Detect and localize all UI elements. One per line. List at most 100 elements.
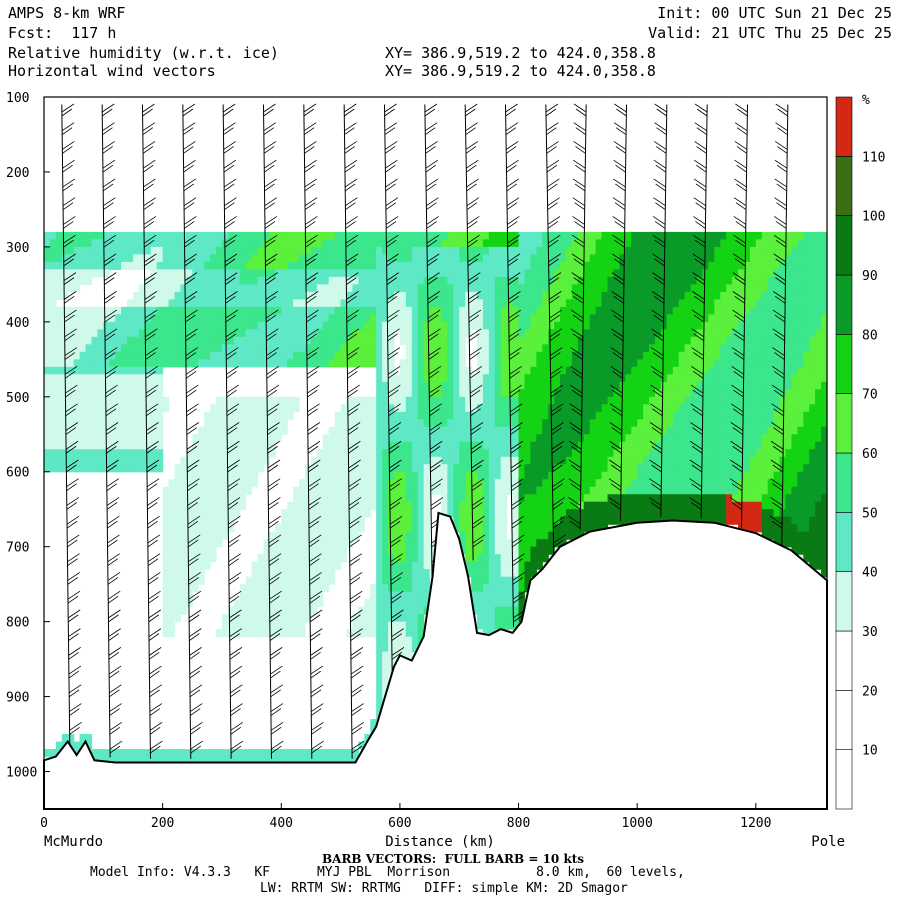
rh-cell (459, 404, 466, 413)
rh-cell (732, 314, 739, 323)
rh-cell (589, 389, 597, 398)
rh-cell (73, 261, 81, 270)
rh-cell (453, 486, 460, 495)
rh-cell (251, 329, 259, 338)
rh-cell (607, 494, 615, 503)
rh-cell (494, 381, 502, 390)
rh-cell (275, 291, 282, 300)
rh-cell (625, 404, 632, 413)
rh-cell (388, 494, 395, 503)
rh-cell (506, 576, 514, 585)
rh-cell (702, 479, 709, 488)
rh-cell (684, 456, 692, 465)
rh-cell (340, 471, 348, 480)
rh-cell (453, 366, 460, 375)
rh-cell (399, 621, 407, 630)
rh-cell (743, 486, 751, 495)
rh-cell (85, 396, 93, 405)
rh-cell (548, 471, 555, 480)
rh-cell (524, 239, 532, 248)
rh-cell (405, 471, 413, 480)
rh-cell (459, 254, 466, 263)
rh-cell (251, 576, 259, 585)
rh-cell (79, 426, 87, 435)
rh-cell (91, 239, 98, 248)
rh-cell (755, 329, 763, 338)
rh-cell (251, 291, 259, 300)
rh-cell (144, 411, 152, 420)
rh-cell (388, 434, 395, 443)
rh-cell (55, 741, 63, 750)
rh-cell (115, 351, 122, 360)
rh-cell (690, 366, 698, 375)
rh-cell (749, 366, 757, 375)
rh-cell (299, 314, 306, 323)
rh-cell (684, 351, 692, 360)
rh-cell (132, 261, 140, 270)
rh-cell (482, 321, 490, 330)
rh-cell (150, 419, 158, 428)
rh-cell (678, 411, 686, 420)
rh-cell (109, 456, 116, 465)
rh-cell (500, 509, 508, 518)
rh-cell (257, 396, 265, 405)
rh-cell (405, 291, 413, 300)
rh-cell (607, 359, 615, 368)
rh-cell (435, 366, 443, 375)
rh-cell (542, 411, 549, 420)
rh-cell (637, 419, 644, 428)
rh-cell (115, 321, 122, 330)
rh-cell (459, 359, 466, 368)
rh-cell (417, 284, 425, 293)
rh-cell (227, 246, 235, 255)
rh-cell (257, 749, 265, 758)
rh-cell (506, 591, 514, 600)
rh-cell (382, 569, 389, 578)
rh-cell (370, 359, 377, 368)
rh-cell (684, 471, 692, 480)
rh-cell (150, 749, 158, 758)
rh-cell (542, 479, 549, 488)
rh-cell (346, 471, 354, 480)
rh-cell (500, 621, 508, 630)
rh-cell (625, 464, 632, 473)
rh-cell (346, 441, 354, 450)
rh-cell (500, 239, 508, 248)
rh-cell (251, 434, 259, 443)
rh-cell (216, 231, 223, 240)
rh-cell (417, 546, 425, 555)
rh-cell (103, 269, 110, 278)
rh-cell (364, 329, 371, 338)
rh-cell (138, 389, 146, 398)
rh-cell (524, 396, 532, 405)
rh-cell (192, 434, 199, 443)
rh-cell (305, 539, 312, 548)
rh-cell (494, 464, 502, 473)
rh-cell (358, 441, 365, 450)
rh-cell (471, 531, 478, 540)
rh-cell (287, 351, 294, 360)
rh-cell (55, 269, 63, 278)
rh-cell (85, 441, 93, 450)
rh-cell (684, 329, 692, 338)
rh-cell (583, 359, 591, 368)
rh-cell (429, 456, 437, 465)
rh-cell (530, 554, 537, 563)
rh-cell (566, 419, 573, 428)
rh-cell (334, 411, 342, 420)
rh-cell (684, 359, 692, 368)
rh-cell (488, 411, 496, 420)
rh-cell (382, 239, 389, 248)
rh-cell (322, 434, 330, 443)
rh-cell (571, 494, 579, 503)
rh-cell (488, 336, 496, 345)
rh-cell (376, 396, 383, 405)
rh-cell (423, 479, 431, 488)
rh-cell (382, 576, 389, 585)
rh-cell (204, 486, 211, 495)
rh-cell (393, 644, 401, 653)
rh-cell (346, 434, 354, 443)
rh-cell (287, 509, 294, 518)
rh-cell (732, 321, 739, 330)
rh-cell (61, 441, 69, 450)
